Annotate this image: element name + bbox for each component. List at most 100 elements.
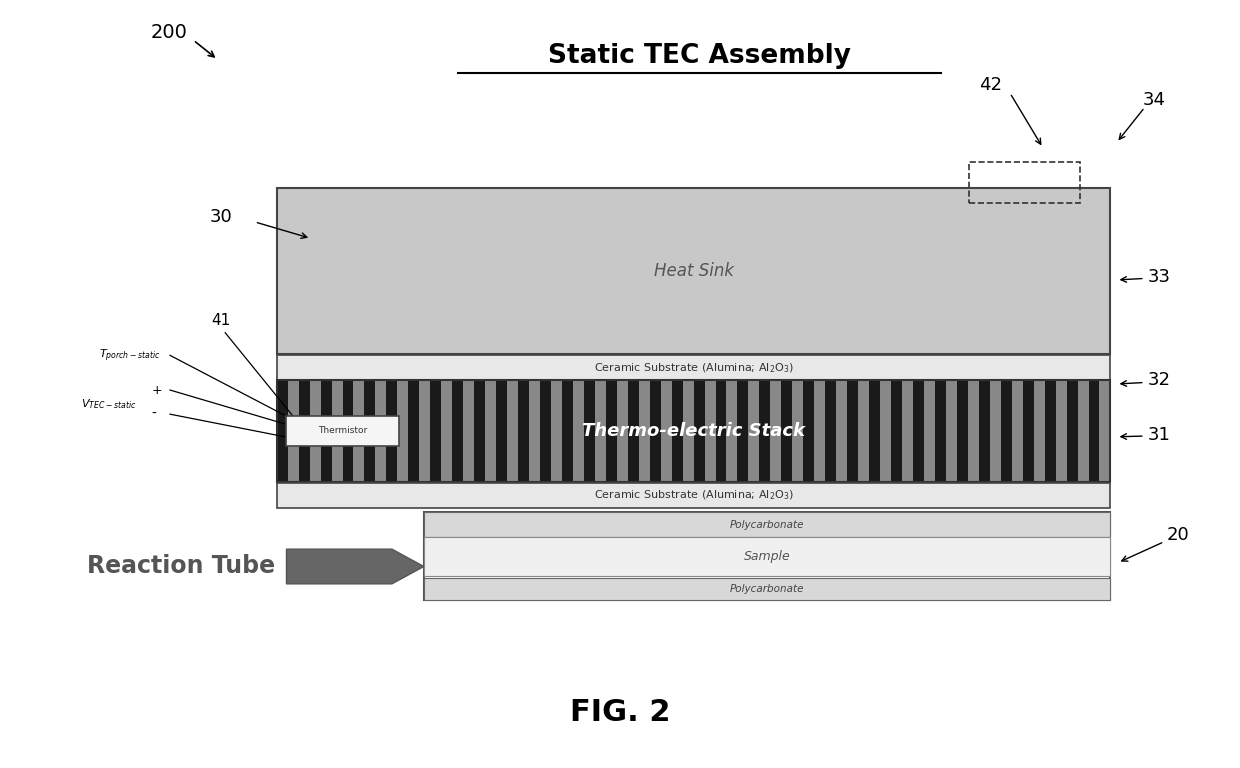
Bar <box>277 380 288 482</box>
Text: $V_{TEC-static}$: $V_{TEC-static}$ <box>81 397 136 411</box>
Bar <box>804 380 815 482</box>
Bar <box>704 380 715 482</box>
Text: Ceramic Substrate (Alumina; Al$_2$O$_3$): Ceramic Substrate (Alumina; Al$_2$O$_3$) <box>594 361 794 375</box>
Bar <box>1089 380 1100 482</box>
Text: Sample: Sample <box>744 550 791 563</box>
Bar <box>606 380 616 482</box>
Bar <box>957 380 968 482</box>
Bar <box>682 380 693 482</box>
Bar <box>1044 380 1055 482</box>
Bar <box>353 380 365 482</box>
Bar <box>518 380 529 482</box>
Bar <box>858 380 869 482</box>
Bar <box>913 380 924 482</box>
Bar <box>562 380 573 482</box>
Bar <box>869 380 880 482</box>
Bar <box>847 380 858 482</box>
FancyArrow shape <box>286 549 424 584</box>
Text: FIG. 2: FIG. 2 <box>569 697 671 727</box>
Bar <box>1023 380 1034 482</box>
Bar <box>738 380 749 482</box>
Bar <box>1001 380 1012 482</box>
Bar <box>277 356 1111 380</box>
Bar <box>825 380 836 482</box>
Bar <box>408 380 419 482</box>
Bar <box>430 380 441 482</box>
Bar <box>650 380 661 482</box>
Bar <box>474 380 485 482</box>
Bar <box>715 380 727 482</box>
Bar <box>299 380 310 482</box>
Bar <box>485 380 496 482</box>
Bar <box>551 380 562 482</box>
Bar <box>693 380 704 482</box>
Bar <box>924 380 935 482</box>
Bar <box>1012 380 1023 482</box>
Bar <box>616 380 627 482</box>
Bar <box>376 380 387 482</box>
Bar <box>397 380 408 482</box>
Bar <box>836 380 847 482</box>
Bar <box>639 380 650 482</box>
Bar <box>286 415 399 446</box>
Bar <box>342 380 353 482</box>
Bar <box>365 380 376 482</box>
Bar <box>792 380 804 482</box>
Text: Polycarbonate: Polycarbonate <box>730 584 805 594</box>
Text: Thermo-electric Stack: Thermo-electric Stack <box>582 422 805 440</box>
Bar <box>419 380 430 482</box>
Bar <box>970 161 1080 203</box>
Bar <box>424 537 1111 576</box>
Text: Reaction Tube: Reaction Tube <box>87 554 275 578</box>
Text: 42: 42 <box>978 75 1002 94</box>
Bar <box>496 380 507 482</box>
Text: Static TEC Assembly: Static TEC Assembly <box>548 43 851 69</box>
Bar <box>277 380 1111 482</box>
Text: 34: 34 <box>1143 91 1166 109</box>
Bar <box>453 380 464 482</box>
Bar <box>1055 380 1066 482</box>
Text: +: + <box>151 383 162 396</box>
Bar <box>288 380 299 482</box>
Text: 33: 33 <box>1148 268 1171 286</box>
Bar <box>781 380 792 482</box>
Bar <box>1078 380 1089 482</box>
Bar <box>815 380 825 482</box>
Bar <box>935 380 946 482</box>
Bar <box>968 380 978 482</box>
Text: Thermistor: Thermistor <box>319 426 367 435</box>
Text: 31: 31 <box>1148 426 1171 444</box>
Bar <box>901 380 913 482</box>
Text: Heat Sink: Heat Sink <box>653 262 734 280</box>
Bar <box>424 578 1111 601</box>
Bar <box>539 380 551 482</box>
Bar <box>1034 380 1044 482</box>
Text: $T_{porch-static}$: $T_{porch-static}$ <box>99 347 161 363</box>
Bar <box>310 380 321 482</box>
Bar <box>464 380 474 482</box>
Text: 200: 200 <box>150 23 187 42</box>
Text: 30: 30 <box>210 207 233 226</box>
Bar <box>1066 380 1078 482</box>
Bar <box>759 380 770 482</box>
Text: Polycarbonate: Polycarbonate <box>730 520 805 530</box>
Bar <box>424 512 1111 537</box>
Text: 41: 41 <box>212 313 231 328</box>
Bar <box>892 380 901 482</box>
Bar <box>573 380 584 482</box>
Bar <box>331 380 342 482</box>
Bar <box>672 380 682 482</box>
Bar <box>749 380 759 482</box>
Bar <box>727 380 738 482</box>
Text: 32: 32 <box>1148 371 1171 389</box>
Bar <box>880 380 892 482</box>
Bar <box>627 380 639 482</box>
Bar <box>978 380 990 482</box>
Text: Ceramic Substrate (Alumina; Al$_2$O$_3$): Ceramic Substrate (Alumina; Al$_2$O$_3$) <box>594 488 794 502</box>
Bar <box>990 380 1001 482</box>
Bar <box>595 380 606 482</box>
Bar <box>387 380 397 482</box>
Text: 20: 20 <box>1167 526 1189 544</box>
Bar <box>1100 380 1111 482</box>
Bar <box>424 512 1111 601</box>
